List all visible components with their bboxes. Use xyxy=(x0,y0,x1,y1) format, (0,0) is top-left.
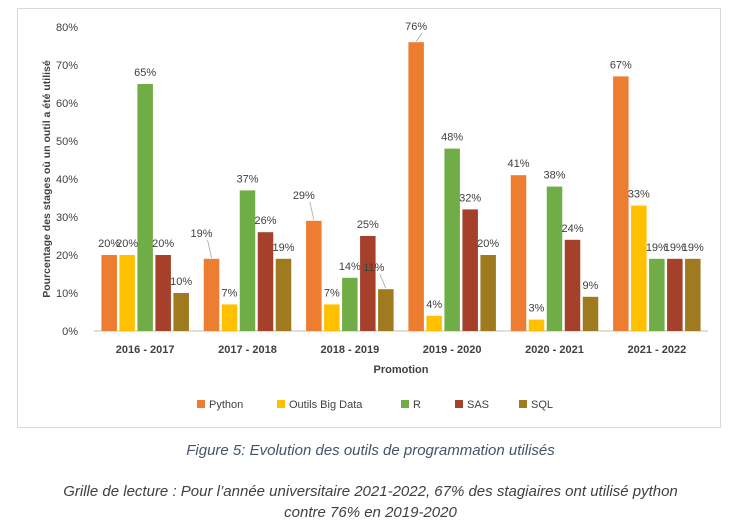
bar xyxy=(546,186,563,331)
y-tick-label: 60% xyxy=(56,98,78,110)
data-label: 37% xyxy=(236,173,258,185)
bar xyxy=(667,258,683,331)
x-tick-label: 2021 - 2022 xyxy=(627,344,686,356)
legend-label: R xyxy=(413,399,421,411)
x-tick-label: 2018 - 2019 xyxy=(320,344,379,356)
bar xyxy=(685,258,701,331)
bar xyxy=(221,304,238,331)
legend-label: Python xyxy=(209,399,243,411)
bar xyxy=(173,293,189,331)
bar xyxy=(408,42,424,331)
data-label: 19% xyxy=(272,242,294,254)
bar xyxy=(360,236,376,331)
data-label: 19% xyxy=(190,228,212,240)
legend-swatch xyxy=(197,400,205,408)
data-label: 11% xyxy=(363,262,384,274)
y-tick-label: 30% xyxy=(56,212,78,224)
y-tick-label: 10% xyxy=(56,288,78,300)
bar xyxy=(444,148,460,331)
data-label: 29% xyxy=(293,190,315,202)
leader-line xyxy=(415,32,423,42)
x-axis-title: Promotion xyxy=(374,364,429,376)
legend-label: SQL xyxy=(531,399,553,411)
y-tick-label: 70% xyxy=(56,60,78,72)
data-label: 7% xyxy=(222,287,238,299)
y-tick-label: 20% xyxy=(56,250,78,262)
data-label: 19% xyxy=(682,242,704,254)
x-tick-label: 2017 - 2018 xyxy=(218,344,277,356)
data-label: 10% xyxy=(170,276,192,288)
bar xyxy=(155,255,171,331)
data-label: 32% xyxy=(459,192,481,204)
bar xyxy=(426,315,442,331)
data-label: 26% xyxy=(254,215,276,227)
data-label: 24% xyxy=(561,223,583,235)
data-label: 7% xyxy=(324,287,340,299)
bar xyxy=(306,220,322,331)
legend-swatch xyxy=(519,400,527,408)
bar xyxy=(203,258,220,331)
data-label: 33% xyxy=(628,189,650,201)
x-tick-label: 2019 - 2020 xyxy=(423,344,482,356)
data-label: 41% xyxy=(507,158,529,170)
legend-label: Outils Big Data xyxy=(289,399,363,411)
data-label: 20% xyxy=(152,238,174,250)
y-tick-label: 80% xyxy=(56,22,78,34)
data-label: 3% xyxy=(529,303,545,315)
data-label: 4% xyxy=(426,299,442,311)
data-label: 20% xyxy=(98,238,120,250)
y-tick-label: 0% xyxy=(62,326,78,338)
legend-swatch xyxy=(401,400,409,408)
data-label: 38% xyxy=(543,170,565,182)
data-label: 9% xyxy=(583,280,599,292)
data-label: 20% xyxy=(116,238,138,250)
reading-note-line-1: Grille de lecture : Pour l’année univers… xyxy=(63,483,678,500)
x-tick-label: 2020 - 2021 xyxy=(525,344,584,356)
bar xyxy=(649,258,665,331)
leader-line xyxy=(379,274,387,289)
y-tick-label: 50% xyxy=(56,136,78,148)
bar xyxy=(275,258,292,331)
bar xyxy=(631,205,647,331)
legend-swatch xyxy=(277,400,285,408)
bar-chart: 0%10%20%30%40%50%60%70%80%20%20%65%20%10… xyxy=(41,21,708,411)
bar xyxy=(462,209,478,331)
leader-line xyxy=(309,201,315,220)
leader-line xyxy=(207,239,212,258)
reading-note-line-2: contre 76% en 2019-2020 xyxy=(284,504,457,521)
bar xyxy=(480,255,496,331)
bar xyxy=(342,277,358,331)
bar xyxy=(582,296,599,331)
bar xyxy=(137,84,153,331)
figure-caption: Figure 5: Evolution des outils de progra… xyxy=(186,442,555,459)
legend-label: SAS xyxy=(467,399,489,411)
bar xyxy=(257,232,274,331)
data-label: 48% xyxy=(441,132,463,144)
reading-note: Grille de lecture : Pour l’année univers… xyxy=(0,481,741,523)
data-label: 19% xyxy=(664,242,686,254)
x-tick-label: 2016 - 2017 xyxy=(116,344,175,356)
data-label: 14% xyxy=(339,261,361,273)
data-label: 76% xyxy=(405,21,427,33)
bar xyxy=(239,190,256,331)
legend-swatch xyxy=(455,400,463,408)
bar xyxy=(528,319,545,331)
data-label: 19% xyxy=(646,242,668,254)
data-label: 65% xyxy=(134,67,156,79)
bar xyxy=(324,304,340,331)
chart-frame: 0% 10% 20% 30% 40% 50% 60% 70% 80% 20% 20% 65% 20% 10… xyxy=(17,8,721,428)
bar xyxy=(101,255,117,331)
data-label: 25% xyxy=(357,219,379,231)
bar xyxy=(119,255,135,331)
bar xyxy=(378,289,394,331)
data-label: 67% xyxy=(610,59,632,71)
y-axis-title: Pourcentage des stages où un outil a été… xyxy=(41,60,53,298)
bar xyxy=(613,76,629,332)
data-label: 20% xyxy=(477,238,499,250)
y-tick-label: 40% xyxy=(56,174,78,186)
bar xyxy=(510,175,527,331)
bar xyxy=(564,239,581,331)
